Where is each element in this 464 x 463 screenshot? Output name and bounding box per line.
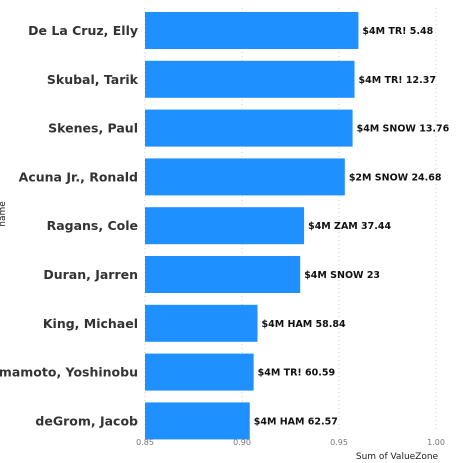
category-label: King, Michael bbox=[43, 316, 138, 331]
x-tick-label: 0.90 bbox=[233, 438, 251, 447]
category-label: De La Cruz, Elly bbox=[28, 23, 138, 38]
data-label: $4M HAM 62.57 bbox=[254, 416, 338, 427]
data-label: $4M TR! 60.59 bbox=[258, 368, 335, 379]
category-label: Duran, Jarren bbox=[43, 267, 138, 282]
data-label: $4M HAM 58.84 bbox=[262, 319, 346, 330]
bars-group bbox=[145, 12, 359, 440]
category-label: Acuna Jr., Ronald bbox=[19, 169, 138, 184]
bar[interactable] bbox=[145, 60, 355, 98]
data-labels: $4M TR! 5.48 $4M TR! 12.37 $4M SNOW 13.76 $… bbox=[254, 26, 450, 427]
x-axis-title: Sum of ValueZone bbox=[356, 452, 439, 462]
x-tick-label: 1.00 bbox=[427, 438, 445, 447]
bar[interactable] bbox=[145, 12, 359, 49]
x-tick-label: 0.95 bbox=[330, 438, 348, 447]
bar[interactable] bbox=[145, 109, 353, 147]
bar[interactable] bbox=[145, 304, 258, 342]
data-label: $4M SNOW 13.76 bbox=[357, 124, 450, 135]
data-label: $4M SNOW 23 bbox=[304, 270, 380, 281]
category-label: Skubal, Tarik bbox=[47, 72, 139, 87]
data-label: $4M TR! 12.37 bbox=[359, 75, 436, 86]
y-axis-title: name bbox=[0, 201, 8, 227]
data-label: $4M ZAM 37.44 bbox=[308, 221, 391, 232]
bar[interactable] bbox=[145, 256, 301, 293]
category-label: Skenes, Paul bbox=[48, 121, 138, 136]
bar[interactable] bbox=[145, 207, 305, 245]
category-label: Yamamoto, Yoshinobu bbox=[0, 365, 138, 380]
data-label: $4M TR! 5.48 bbox=[362, 26, 433, 37]
category-label: deGrom, Jacob bbox=[35, 413, 138, 428]
bar[interactable] bbox=[145, 158, 345, 196]
data-label: $2M SNOW 24.68 bbox=[349, 172, 442, 183]
x-tick-label: 0.85 bbox=[136, 438, 154, 447]
x-tick-labels: 0.85 0.90 0.95 1.00 bbox=[136, 438, 445, 447]
category-label: Ragans, Cole bbox=[47, 218, 138, 233]
bar[interactable] bbox=[145, 353, 254, 391]
bar[interactable] bbox=[145, 402, 250, 440]
category-labels: De La Cruz, Elly Skubal, Tarik Skenes, Pau… bbox=[0, 23, 139, 428]
